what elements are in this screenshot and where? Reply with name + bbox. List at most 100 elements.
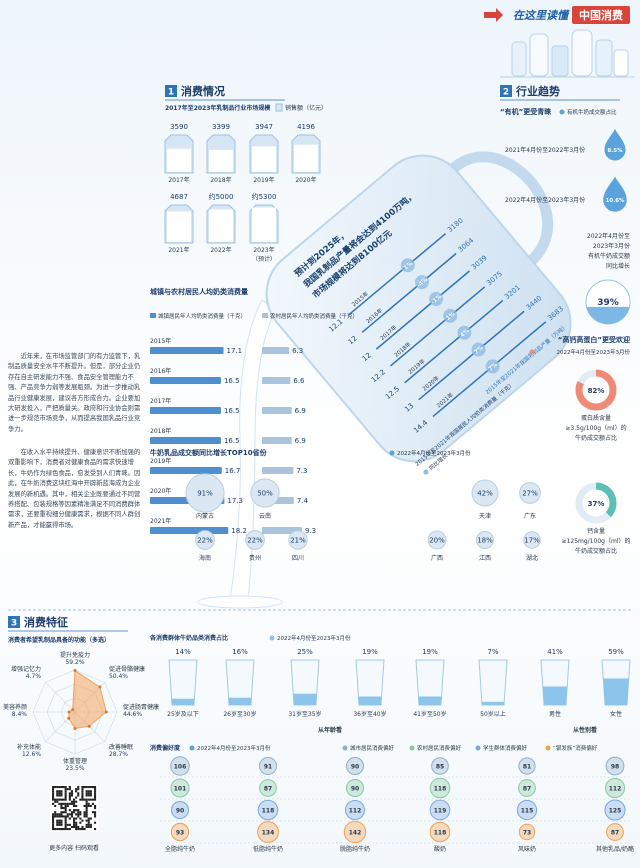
- chart-title: 牛奶乳品成交额同比增长TOP10省份: [150, 448, 268, 457]
- qr-module: [60, 815, 63, 818]
- section-number-box: [500, 85, 512, 97]
- qr-module: [58, 794, 61, 797]
- category-label: 2021年4月份至2022年3月份: [505, 146, 585, 154]
- qr-module: [73, 811, 76, 814]
- qr-module: [77, 825, 80, 828]
- legend-label: 2022年4月份至2023年3月份: [197, 744, 271, 752]
- qr-module: [68, 813, 71, 816]
- qr-module: [60, 819, 63, 822]
- qr-module: [64, 788, 67, 791]
- qr-module: [64, 815, 67, 818]
- qr-module: [85, 815, 88, 818]
- legend-dot: [269, 635, 275, 641]
- milk-splash: [197, 595, 283, 609]
- per-capita-label: 12: [361, 351, 373, 363]
- dot: [429, 777, 451, 799]
- bubble: [250, 478, 280, 508]
- bar: [262, 437, 292, 444]
- banner-text: 中国消费: [579, 8, 623, 22]
- category-label: 海南: [199, 554, 211, 562]
- qr-module: [87, 823, 90, 826]
- qr-module: [56, 794, 59, 797]
- qr-module: [83, 811, 86, 814]
- qr-module: [94, 815, 97, 818]
- qr-module: [64, 817, 67, 820]
- qr-module: [73, 819, 76, 822]
- qr-module: [58, 823, 61, 826]
- qr-module: [85, 823, 88, 826]
- qr-module: [56, 798, 59, 801]
- qr-module: [81, 798, 84, 801]
- value-label: 41%: [547, 648, 563, 656]
- chart-title: 消费者希望乳制品具备的功能（多选）: [8, 636, 110, 644]
- value-label: 18.2: [231, 527, 247, 535]
- category-label: 提升免疫力: [60, 651, 90, 659]
- value-label: 6.9: [295, 407, 306, 415]
- chart-title: 城镇与农村居民人均奶类消费量: [150, 287, 248, 296]
- legend-label: 农村居民消费偏好: [417, 744, 462, 752]
- value-label: 98: [611, 764, 619, 771]
- production-line: [418, 310, 525, 401]
- legend-label: 2022年4月份至2023年3月份: [557, 348, 631, 356]
- qr-module: [85, 813, 88, 816]
- category-label: 内蒙古: [196, 512, 214, 520]
- qr-module: [77, 828, 80, 831]
- fill-level: [586, 306, 630, 324]
- value-label: 28.7%: [109, 751, 128, 758]
- value-label: 3590: [170, 123, 188, 131]
- category-label: 酸奶: [434, 845, 446, 853]
- growth-bubble: [471, 342, 486, 357]
- qr-caption: 更多内容 扫码观看: [49, 844, 99, 852]
- legend-dot: [189, 745, 195, 751]
- carton-fill: [167, 148, 191, 172]
- legend-label: 城市居民消费偏好: [350, 744, 395, 752]
- qr-module: [54, 815, 57, 818]
- category-label: 2015年: [150, 337, 171, 345]
- qr-module: [52, 798, 55, 801]
- qr-module: [94, 790, 97, 793]
- qr-module: [75, 796, 78, 799]
- growth-label: 7%: [488, 362, 499, 373]
- value-label: 101: [174, 786, 187, 793]
- dot: [518, 779, 536, 797]
- glass-fill: [542, 686, 568, 705]
- qr-module: [66, 823, 69, 826]
- qr-module: [58, 828, 61, 831]
- value-label: 18%: [477, 537, 493, 545]
- qr-module: [81, 790, 84, 793]
- category-label: 促进骨骼健康: [109, 665, 145, 673]
- qr-module: [73, 809, 76, 812]
- qr-module: [75, 809, 78, 812]
- category-label: 广东: [524, 512, 536, 520]
- qr-module: [75, 828, 78, 831]
- qr-module: [87, 794, 90, 797]
- qr-module: [66, 815, 69, 818]
- value-label: 90: [351, 786, 359, 793]
- qr-module: [77, 811, 80, 814]
- category-label: 广西: [431, 554, 443, 562]
- legend-label: 城镇居民年人均奶类消费量（千克）: [158, 312, 246, 320]
- qr-module: [73, 823, 76, 826]
- qr-module: [68, 802, 71, 805]
- dot: [345, 778, 365, 798]
- bar: [150, 527, 229, 534]
- value-label: 91: [264, 764, 272, 771]
- value-label: 37%: [588, 500, 605, 508]
- qr-module: [94, 811, 97, 814]
- growth-bubble: [400, 258, 415, 273]
- value-label: 4196: [297, 123, 315, 131]
- dot: [345, 756, 365, 776]
- qr-module: [85, 811, 88, 814]
- qr-module: [64, 790, 67, 793]
- radar-point: [87, 724, 91, 728]
- value-label: 7.4: [297, 497, 309, 505]
- value-label: 4687: [170, 193, 188, 201]
- category-label: 2019年: [253, 176, 274, 184]
- qr-module: [56, 819, 59, 822]
- dot: [604, 777, 626, 799]
- qr-module: [54, 828, 57, 831]
- value-label: 17.3: [227, 497, 243, 505]
- value-label: 50%: [257, 490, 273, 498]
- qr-module: [75, 788, 78, 791]
- qr-module: [77, 813, 80, 816]
